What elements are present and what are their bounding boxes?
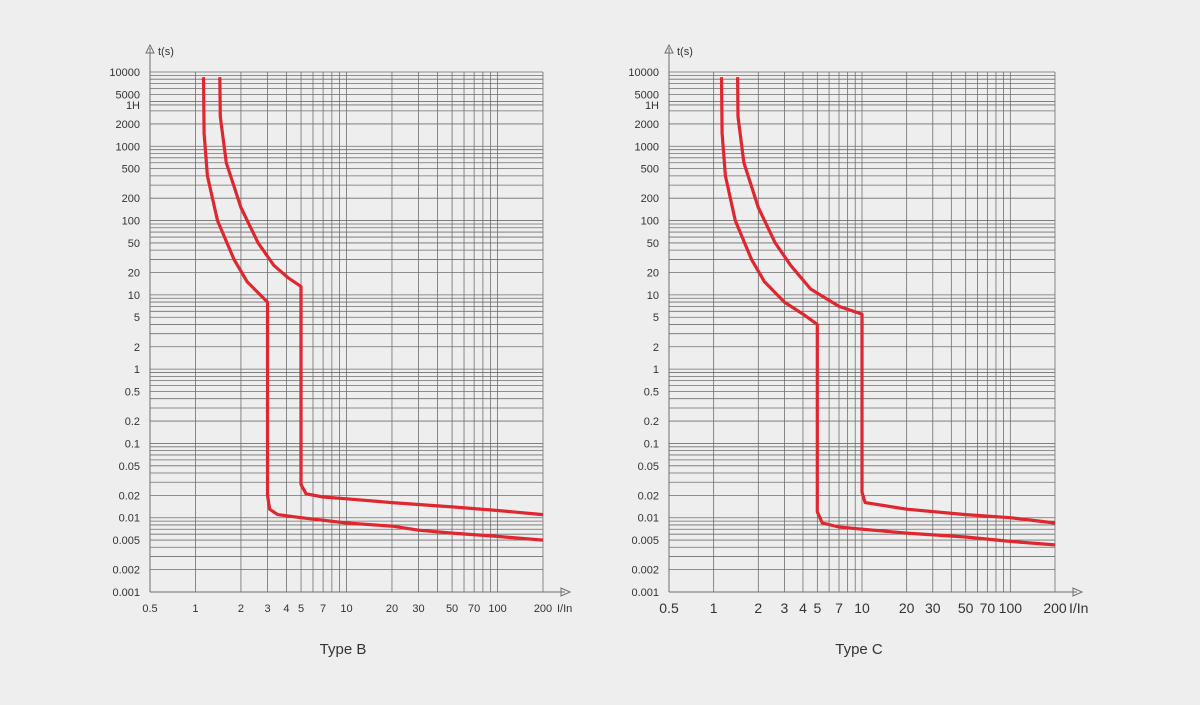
y-tick-label: 1000 <box>116 141 140 153</box>
y-tick-label: 5 <box>134 312 140 324</box>
x-tick-label: 100 <box>488 603 506 615</box>
y-tick-label: 10000 <box>109 67 140 79</box>
curve-series-1 <box>719 77 1056 547</box>
y-tick-label: 1000 <box>635 141 659 153</box>
y-tick-label: 1H <box>645 100 659 112</box>
y-tick-label: 0.1 <box>125 438 140 450</box>
y-tick-label: 50 <box>128 238 140 250</box>
x-tick-label: 50 <box>446 603 458 615</box>
x-tick-label: 7 <box>835 600 843 616</box>
y-tick-label: 0.01 <box>638 513 659 525</box>
x-tick-label: 200 <box>1043 600 1067 616</box>
y-axis-arrow-icon <box>664 43 674 54</box>
y-tick-label: 2000 <box>116 119 140 131</box>
y-tick-label: 0.005 <box>631 535 659 547</box>
curve-series-2 <box>218 77 544 517</box>
y-axis-label: t(s) <box>158 46 174 58</box>
x-tick-label: 50 <box>958 600 974 616</box>
y-tick-label: 0.05 <box>119 461 140 473</box>
x-tick-label: 20 <box>386 603 398 615</box>
y-tick-label: 100 <box>641 216 659 228</box>
y-tick-label: 0.01 <box>119 513 140 525</box>
x-tick-label: 70 <box>980 600 996 616</box>
x-axis-arrow-icon <box>560 587 572 597</box>
curve-series-2 <box>736 77 1056 525</box>
x-tick-label: 2 <box>754 600 762 616</box>
x-tick-label: 5 <box>298 603 304 615</box>
y-tick-label: 5 <box>653 312 659 324</box>
x-tick-label: 3 <box>781 600 789 616</box>
y-tick-label: 10 <box>128 290 140 302</box>
x-tick-label: 100 <box>999 600 1023 616</box>
x-tick-label: 30 <box>925 600 941 616</box>
x-axis-label: I/In <box>1069 600 1088 616</box>
y-tick-label: 5000 <box>635 89 659 101</box>
y-tick-label: 0.5 <box>644 387 659 399</box>
y-tick-label: 1H <box>126 100 140 112</box>
curve-series-1 <box>201 77 544 542</box>
x-tick-label: 1 <box>192 603 198 615</box>
chart-title: Type C <box>835 641 883 658</box>
x-axis-arrow-icon <box>1072 587 1084 597</box>
y-tick-label: 0.02 <box>119 490 140 502</box>
y-tick-label: 0.2 <box>644 416 659 428</box>
y-tick-label: 1 <box>134 364 140 376</box>
x-tick-label: 10 <box>340 603 352 615</box>
y-tick-label: 500 <box>641 164 659 176</box>
x-tick-label: 0.5 <box>659 600 679 616</box>
x-tick-label: 10 <box>854 600 870 616</box>
y-tick-label: 0.1 <box>644 438 659 450</box>
y-tick-label: 10 <box>647 290 659 302</box>
y-tick-label: 0.02 <box>638 490 659 502</box>
x-tick-label: 4 <box>283 603 289 615</box>
y-tick-label: 5000 <box>116 89 140 101</box>
x-tick-label: 0.5 <box>142 603 157 615</box>
x-tick-label: 7 <box>320 603 326 615</box>
y-axis-label: t(s) <box>677 46 693 58</box>
x-tick-label: 3 <box>264 603 270 615</box>
y-tick-label: 200 <box>641 193 659 205</box>
y-tick-label: 0.005 <box>112 535 140 547</box>
chart-title: Type B <box>320 641 367 658</box>
y-axis-arrow-icon <box>145 43 155 54</box>
x-tick-label: 5 <box>813 600 821 616</box>
y-tick-label: 0.05 <box>638 461 659 473</box>
y-tick-label: 0.001 <box>112 587 140 599</box>
x-tick-label: 20 <box>899 600 915 616</box>
y-tick-label: 0.002 <box>112 565 140 577</box>
y-tick-label: 50 <box>647 238 659 250</box>
x-tick-label: 200 <box>534 603 552 615</box>
y-tick-label: 0.5 <box>125 387 140 399</box>
y-tick-label: 20 <box>647 267 659 279</box>
x-tick-label: 4 <box>799 600 807 616</box>
y-tick-label: 0.2 <box>125 416 140 428</box>
y-tick-label: 10000 <box>628 67 659 79</box>
x-tick-label: 2 <box>238 603 244 615</box>
y-tick-label: 200 <box>122 193 140 205</box>
x-tick-label: 30 <box>412 603 424 615</box>
y-tick-label: 2 <box>653 342 659 354</box>
y-tick-label: 500 <box>122 164 140 176</box>
y-tick-label: 2 <box>134 342 140 354</box>
y-tick-label: 20 <box>128 267 140 279</box>
y-tick-label: 100 <box>122 216 140 228</box>
y-tick-label: 0.001 <box>631 587 659 599</box>
y-tick-label: 0.002 <box>631 565 659 577</box>
y-tick-label: 1 <box>653 364 659 376</box>
x-tick-label: 70 <box>468 603 480 615</box>
x-axis-label: I/In <box>557 603 572 615</box>
y-tick-label: 2000 <box>635 119 659 131</box>
x-tick-label: 1 <box>710 600 718 616</box>
